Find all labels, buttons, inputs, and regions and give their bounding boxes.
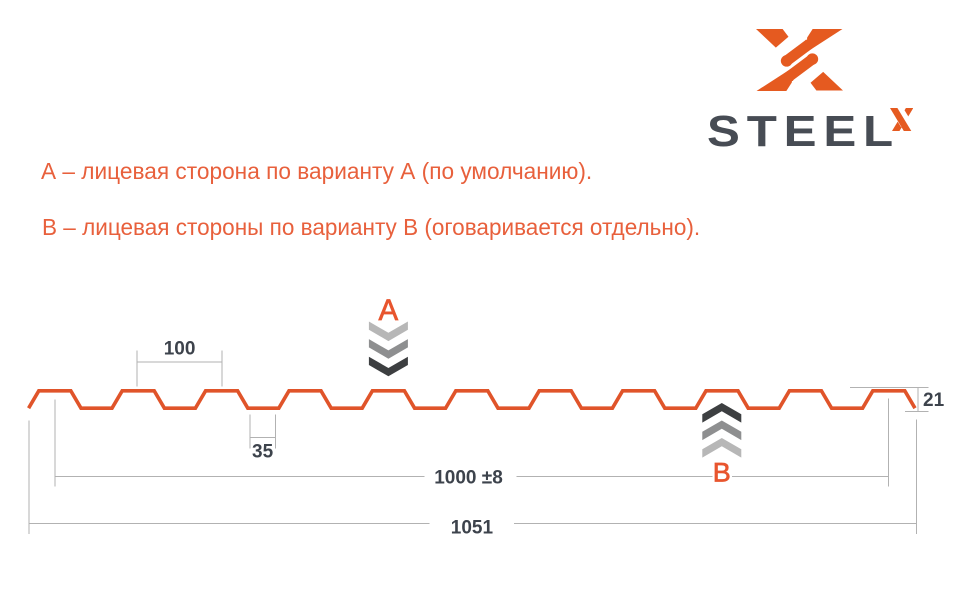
svg-text:1000 ±8: 1000 ±8 (434, 468, 503, 489)
svg-text:100: 100 (164, 339, 196, 360)
svg-text:А: А (379, 294, 399, 327)
svg-text:В: В (713, 458, 731, 488)
svg-text:35: 35 (252, 442, 274, 463)
svg-text:21: 21 (923, 390, 945, 411)
svg-text:1051: 1051 (451, 517, 494, 538)
